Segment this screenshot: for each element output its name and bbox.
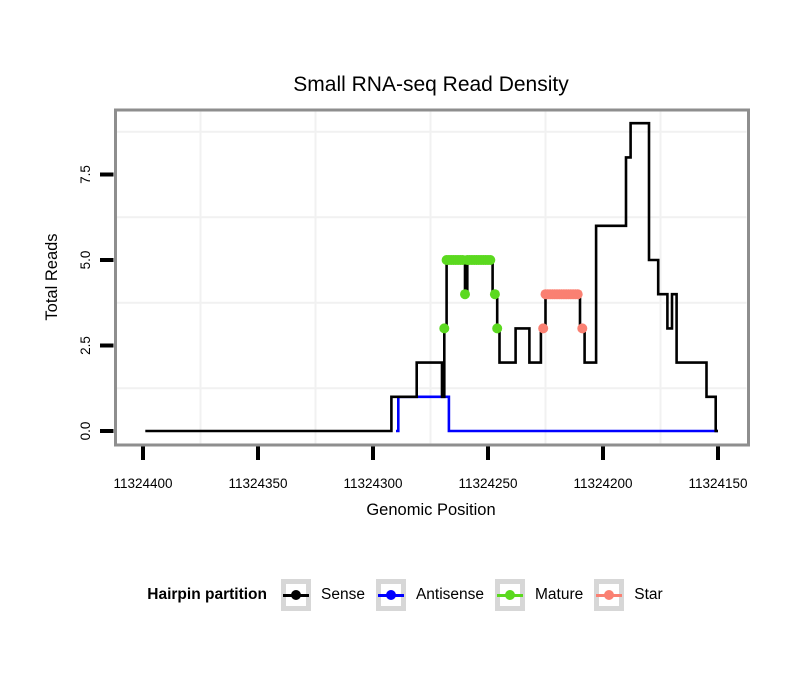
panel-background <box>115 110 749 445</box>
legend-swatch-dot-icon <box>505 590 516 600</box>
legend-swatch-dot-icon <box>604 590 615 600</box>
grid-lines <box>117 111 747 444</box>
y-tick-label: 0.0 <box>78 422 93 441</box>
legend-item-label: Antisense <box>415 586 485 603</box>
legend-item-antisense: Antisense <box>375 579 485 611</box>
legend: Hairpin partition Sense Antisense Mature St… <box>0 577 810 613</box>
y-tick-label: 7.5 <box>78 165 93 184</box>
series-mature-point <box>489 289 500 300</box>
y-axis-label: Total Reads <box>43 233 61 320</box>
legend-item-star: Star <box>594 579 663 611</box>
y-tick-label: 2.5 <box>78 336 93 355</box>
legend-swatch-dot-icon <box>385 590 396 600</box>
legend-title: Hairpin partition <box>147 586 267 603</box>
axis-ticks <box>100 172 720 460</box>
legend-item-sense: Sense <box>280 579 365 611</box>
x-axis-label: Genomic Position <box>366 501 495 519</box>
series-mature-point <box>439 323 450 334</box>
series-star-point <box>572 289 583 300</box>
series-star-point <box>577 323 588 334</box>
legend-item-label: Star <box>634 586 663 603</box>
legend-item-mature: Mature <box>495 579 583 611</box>
series-star-point <box>538 323 549 334</box>
x-tick-label: 11324200 <box>573 476 632 491</box>
x-tick-label: 11324400 <box>113 476 172 491</box>
legend-swatch-star <box>594 579 625 611</box>
series-mature-point <box>492 323 503 334</box>
legend-swatch-dot-icon <box>290 590 301 600</box>
axis-tick-labels: 11324400 11324350 11324300 11324250 11324200… <box>78 165 748 491</box>
legend-item-label: Sense <box>320 586 365 603</box>
x-tick-label: 11324300 <box>343 476 402 491</box>
data-series <box>145 121 718 433</box>
legend-item-label: Mature <box>535 586 584 603</box>
y-tick-label: 5.0 <box>78 251 93 270</box>
legend-swatch-sense <box>280 579 311 611</box>
x-tick-label: 11324150 <box>688 476 747 491</box>
series-antisense-line <box>396 395 718 433</box>
x-tick-label: 11324250 <box>458 476 517 491</box>
legend-swatch-mature <box>495 579 526 611</box>
x-tick-label: 11324350 <box>228 476 287 491</box>
chart-title: Small RNA-seq Read Density <box>293 73 569 96</box>
panel-border <box>114 108 750 447</box>
series-mature-point <box>485 255 496 265</box>
series-mature-point <box>460 289 470 300</box>
legend-swatch-antisense <box>375 579 406 611</box>
